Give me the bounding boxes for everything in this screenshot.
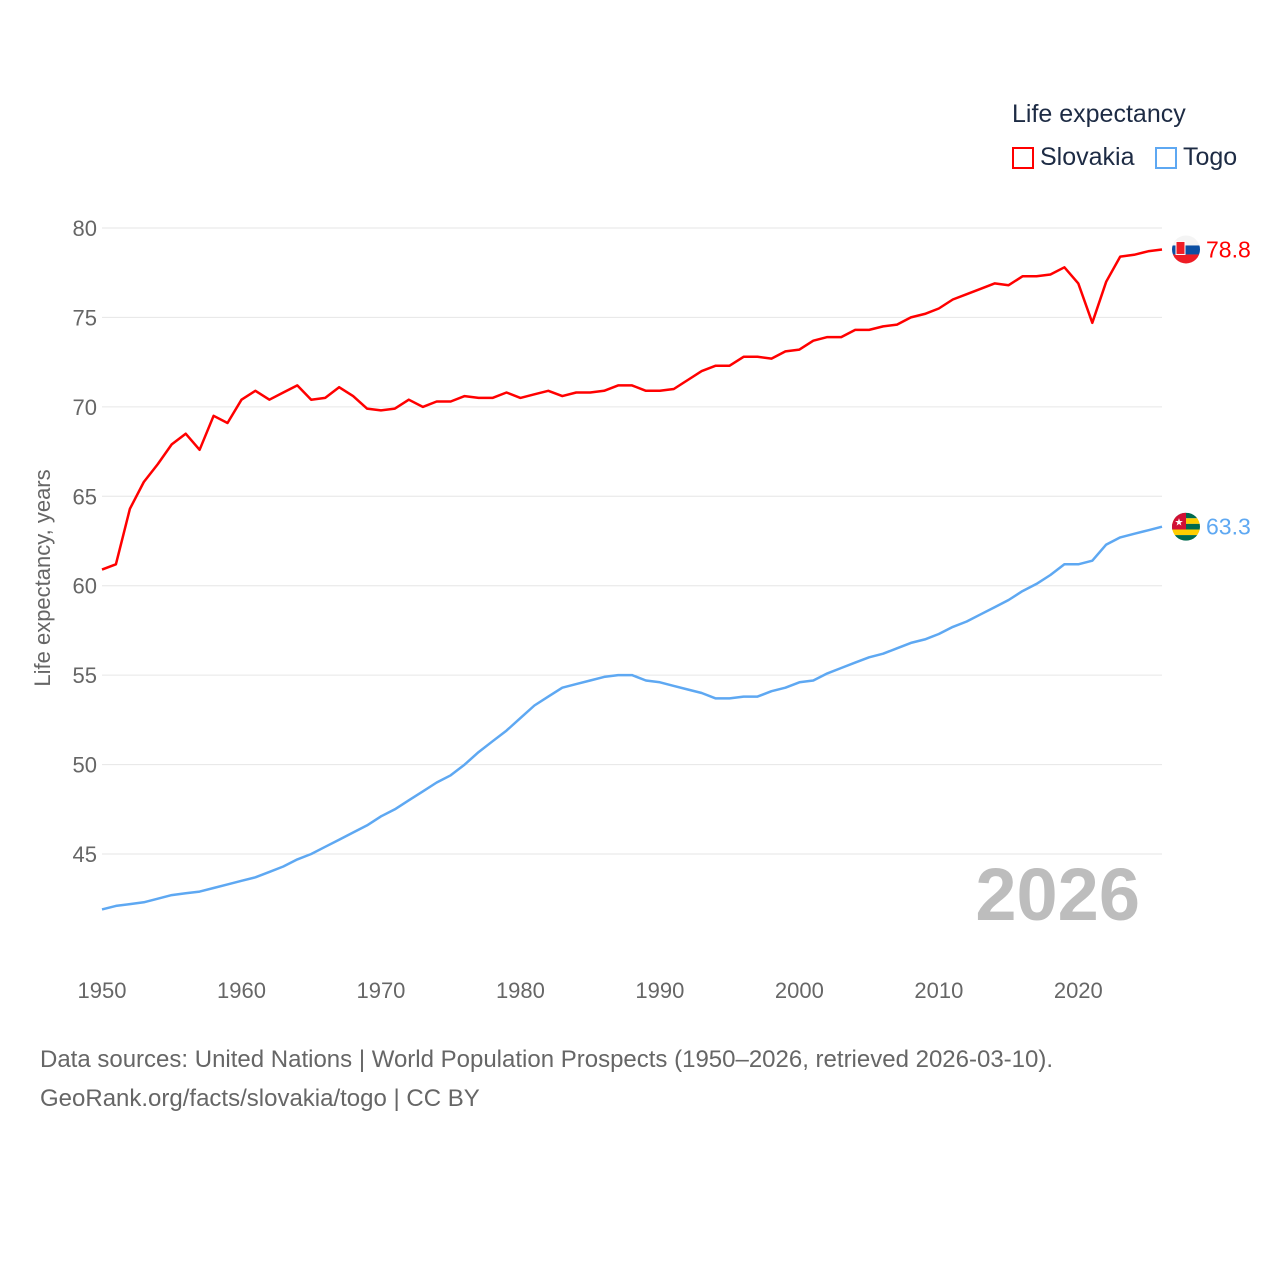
x-tick-label: 1950 [78, 978, 127, 1003]
year-label: 2026 [975, 853, 1140, 936]
flag-stripe [1172, 254, 1200, 264]
y-tick-label: 70 [73, 395, 97, 420]
y-tick-label: 65 [73, 484, 97, 509]
y-tick-label: 75 [73, 305, 97, 330]
series-line-slovakia [101, 248, 1163, 571]
flag-stripe [1172, 235, 1200, 246]
legend-swatch-togo [1155, 146, 1177, 169]
legend-item-slovakia[interactable]: Slovakia [1012, 143, 1135, 172]
legend-label: Slovakia [1040, 143, 1135, 171]
legend-swatch-slovakia [1012, 146, 1034, 169]
slovakia-flag-icon [1172, 235, 1200, 264]
end-value-label: 78.8 [1206, 236, 1251, 262]
x-tick-label: 2010 [914, 978, 963, 1003]
x-tick-label: 1960 [217, 978, 266, 1003]
x-tick-label: 1980 [496, 978, 545, 1003]
flag-star: ★ [1175, 518, 1184, 529]
legend-label: Togo [1183, 143, 1238, 171]
flag-stripe [1172, 535, 1200, 541]
y-tick-label: 60 [73, 574, 97, 599]
legend-item-togo[interactable]: Togo [1155, 143, 1237, 172]
flag-body: ★ [1172, 512, 1200, 541]
flag-body [1172, 235, 1200, 264]
source-link[interactable]: GeoRank.org/facts/slovakia/togo | CC BY [40, 1085, 480, 1112]
y-tick-label: 55 [73, 663, 97, 688]
legend-title: Life expectancy [1012, 100, 1186, 128]
x-tick-label: 2000 [775, 978, 824, 1003]
flag-shield [1175, 240, 1186, 255]
y-tick-label: 50 [73, 753, 97, 778]
series-line-togo [101, 525, 1163, 911]
x-tick-label: 2020 [1054, 978, 1103, 1003]
y-tick-label: 45 [73, 842, 97, 867]
x-tick-label: 1990 [635, 978, 684, 1003]
togo-flag-icon: ★ [1172, 512, 1200, 541]
y-tick-label: 80 [73, 216, 97, 241]
y-axis-label: Life expectancy, years [30, 469, 55, 686]
end-value-label: 63.3 [1206, 514, 1251, 540]
x-tick-label: 1970 [356, 978, 405, 1003]
flag-stripe [1172, 529, 1200, 536]
flag-stripe [1172, 245, 1200, 255]
source-note: Data sources: United Nations | World Pop… [40, 1046, 1054, 1073]
